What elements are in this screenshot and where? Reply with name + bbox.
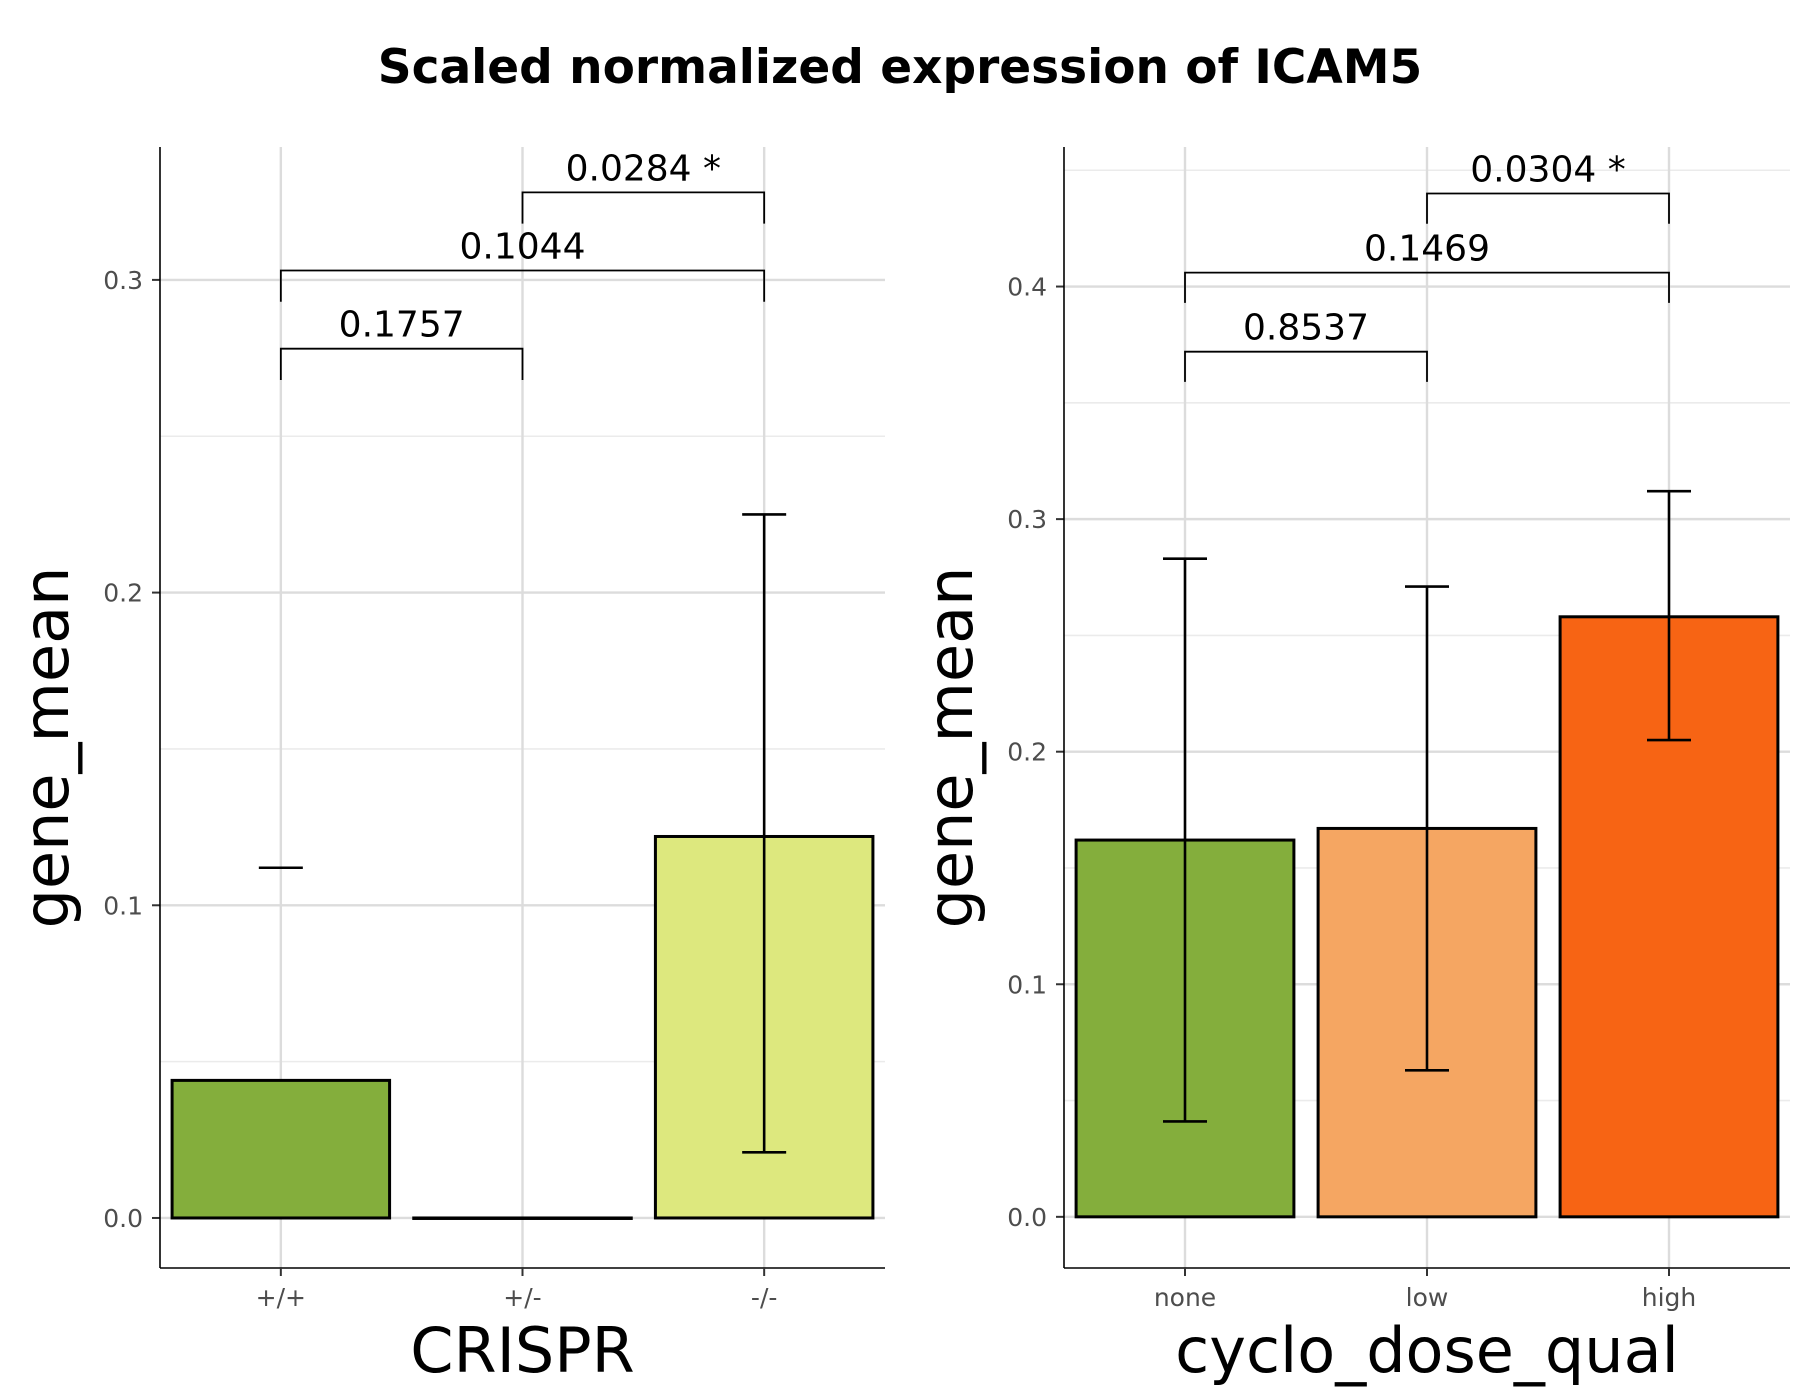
y-axis-title: gene_mean: [10, 567, 83, 929]
x-axis-title: CRISPR: [410, 1314, 634, 1387]
x-tick-label: +/+: [256, 1283, 306, 1312]
p-value-label: 0.8537: [1243, 308, 1369, 349]
significance-bracket: [1426, 192, 1670, 224]
p-value-label: 0.1757: [339, 305, 465, 346]
significance-bracket: [1184, 350, 1428, 382]
significance-bracket: [521, 191, 766, 224]
x-tick-label: none: [1154, 1283, 1216, 1312]
significance-bracket: [279, 347, 524, 380]
y-tick-label: 0.4: [1007, 273, 1047, 302]
p-value-label: 0.0284 *: [566, 148, 721, 189]
y-tick-label: 0.1: [1007, 970, 1047, 999]
figure-title: Scaled normalized expression of ICAM5: [378, 40, 1423, 95]
x-tick-label: high: [1642, 1283, 1697, 1312]
y-tick-label: 0.2: [1007, 738, 1047, 767]
p-value-label: 0.1469: [1364, 229, 1490, 270]
y-tick-label: 0.0: [103, 1204, 143, 1233]
bar-+/+: [170, 1078, 392, 1220]
y-axis-title: gene_mean: [914, 567, 987, 929]
y-tick-label: 0.3: [103, 266, 143, 295]
significance-bracket: [279, 269, 766, 302]
x-axis-title: cyclo_dose_qual: [1175, 1314, 1679, 1387]
p-value-label: 0.1044: [460, 227, 586, 268]
y-tick-label: 0.1: [103, 891, 143, 920]
y-tick-label: 0.0: [1007, 1203, 1047, 1232]
panel-crispr: 0.0 0.1 0.2 0.3 0.1757 0.1044 0.0284 * +/+ +/- -/…: [10, 147, 885, 1387]
bar-+/-: [412, 1216, 633, 1220]
x-tick-label: +/-: [503, 1283, 541, 1312]
y-tick-label: 0.2: [103, 579, 143, 608]
p-value-label: 0.0304 *: [1470, 150, 1625, 191]
significance-bracket: [1184, 271, 1670, 303]
y-tick-label: 0.3: [1007, 505, 1047, 534]
x-tick-label: low: [1406, 1283, 1449, 1312]
panel-cyclo-dose: 0.0 0.1 0.2 0.3 0.4 0.8537 0.1469 0.0304 * none l…: [914, 147, 1790, 1387]
x-tick-label: -/-: [751, 1283, 777, 1312]
